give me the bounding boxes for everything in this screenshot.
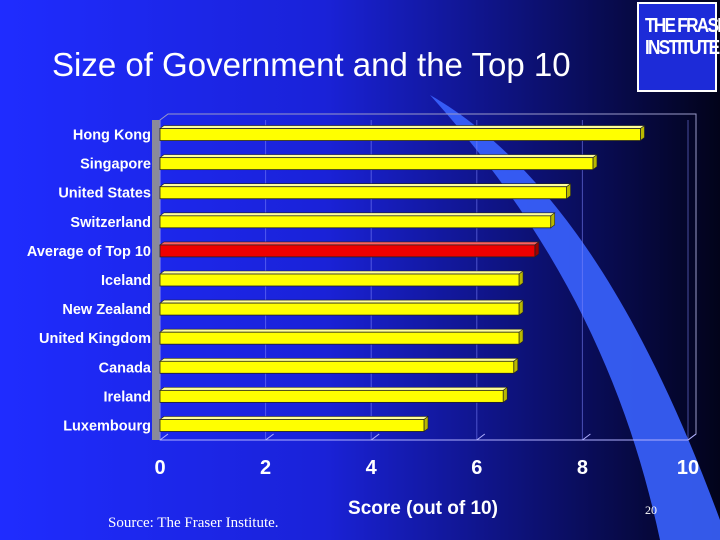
logo-text-line-1: THE FRASER	[645, 15, 720, 37]
category-label: Ireland	[103, 389, 151, 405]
x-axis-title: Score (out of 10)	[348, 498, 498, 519]
bar	[159, 128, 641, 141]
bar	[159, 244, 536, 258]
bar-top-face	[159, 387, 509, 391]
category-label: Luxembourg	[63, 418, 151, 434]
bar	[159, 419, 425, 432]
source-note: Source: The Fraser Institute.	[108, 515, 279, 531]
category-label: Iceland	[101, 273, 151, 289]
bar-top-face	[159, 270, 524, 275]
category-label: Singapore	[80, 157, 151, 173]
x-tick-label: 0	[154, 457, 165, 479]
bar	[159, 360, 515, 374]
bar-end-face	[518, 328, 524, 345]
x-tick-label: 6	[471, 457, 482, 479]
bar-top-face	[159, 416, 429, 420]
bar-top-face	[159, 154, 598, 158]
bar-end-face	[513, 357, 519, 374]
slide-title: Size of Government and the Top 10	[52, 46, 571, 83]
plot-side-wall	[152, 120, 160, 440]
bar-end-face	[518, 270, 524, 287]
bar-top-face	[159, 299, 524, 304]
bar	[159, 273, 520, 287]
category-label: New Zealand	[62, 302, 151, 318]
bar	[159, 186, 567, 200]
bar-end-face	[550, 212, 556, 229]
bar-top-face	[159, 357, 519, 362]
slide-number: 20	[645, 503, 657, 517]
bar-end-face	[423, 415, 429, 433]
bar	[159, 389, 504, 403]
bar-top-face	[159, 328, 524, 333]
bar-end-face	[534, 241, 540, 258]
logo-text-line-2: INSTITUTE	[645, 37, 720, 59]
x-tick-mark	[687, 433, 697, 441]
fraser-institute-logo: THE FRASER INSTITUTE	[637, 2, 720, 92]
bar-end-face	[592, 154, 598, 171]
bar	[159, 157, 594, 171]
bar-top-face	[159, 183, 572, 188]
bar-end-face	[518, 299, 524, 316]
x-tick-mark	[265, 433, 274, 441]
x-tick-label: 10	[677, 457, 699, 479]
bar-top-face	[159, 212, 556, 217]
bar-top-face	[159, 125, 646, 129]
bar	[159, 302, 520, 316]
category-label: United States	[58, 186, 151, 202]
bar-top-face	[159, 241, 540, 246]
category-label: Hong Kong	[73, 128, 151, 144]
bar-end-face	[566, 183, 571, 200]
bar	[159, 215, 552, 229]
x-tick-label: 8	[577, 457, 588, 479]
category-label: United Kingdom	[39, 331, 151, 347]
x-tick-mark	[476, 433, 486, 441]
x-tick-label: 4	[366, 457, 378, 479]
bar	[159, 331, 520, 345]
category-label: Switzerland	[70, 215, 151, 231]
x-tick-label: 2	[260, 457, 271, 479]
x-tick-mark	[159, 433, 169, 441]
x-tick-mark	[370, 433, 380, 441]
bar-end-face	[640, 124, 645, 142]
bar-end-face	[502, 386, 508, 403]
category-label: Average of Top 10	[27, 244, 151, 260]
category-label: Canada	[99, 360, 152, 376]
x-tick-mark	[582, 433, 591, 441]
